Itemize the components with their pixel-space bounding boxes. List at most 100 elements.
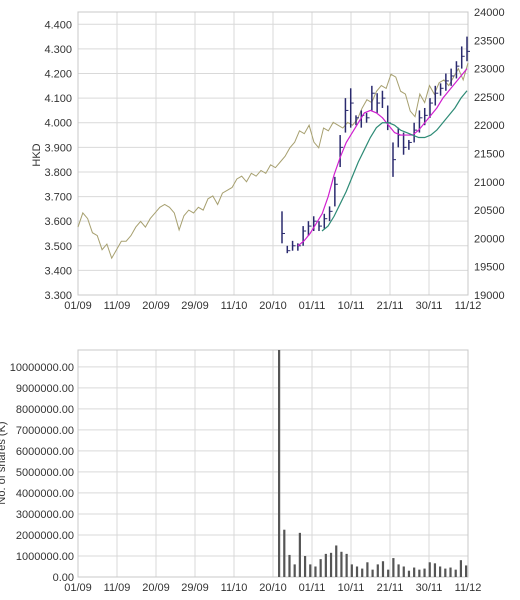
volume-bar — [439, 566, 442, 577]
price-plot-frame — [77, 11, 469, 296]
price-right-tick-label: 20000 — [474, 233, 505, 245]
price-right-tick-label: 22500 — [474, 92, 505, 104]
price-panel: 3.300 3.400 3.500 3.600 3.700 3.800 3.900 4.000… — [31, 7, 505, 312]
volume-x-tick-label: 20/10 — [259, 582, 287, 594]
price-x-axis: 01/09 11/09 20/09 29/09 11/10 20/10 01/11 10/11… — [64, 300, 481, 312]
volume-panel: 0.00 1000000.00 2000000.00 3000000.00 400000… — [0, 349, 481, 594]
volume-y-tick-label: 2000000.00 — [16, 530, 74, 542]
volume-plot-frame — [77, 349, 469, 578]
volume-bar — [345, 553, 348, 577]
price-left-tick-label: 3.400 — [44, 265, 72, 277]
price-right-tick-label: 21500 — [474, 149, 505, 161]
volume-bar — [449, 567, 452, 577]
volume-y-tick-label: 0.00 — [53, 572, 74, 584]
volume-x-tick-label: 10/11 — [338, 582, 365, 594]
price-left-tick-label: 3.600 — [44, 216, 72, 228]
price-series — [77, 36, 470, 260]
volume-bar — [355, 566, 359, 577]
volume-y-tick-label: 3000000.00 — [16, 509, 74, 521]
volume-bars — [278, 350, 468, 577]
volume-y-axis-label: No. of shares (K) — [0, 421, 8, 504]
volume-y-tick-label: 6000000.00 — [16, 446, 74, 458]
volume-x-tick-label: 29/09 — [181, 582, 209, 594]
volume-bar — [444, 568, 447, 577]
volume-bar — [314, 566, 317, 577]
volume-bar — [340, 551, 343, 577]
volume-y-tick-label: 5000000.00 — [16, 467, 74, 479]
volume-x-tick-label: 11/12 — [455, 582, 482, 594]
volume-bar — [423, 568, 426, 577]
price-left-tick-label: 3.900 — [44, 142, 72, 154]
price-right-tick-label: 22000 — [474, 120, 505, 132]
volume-bar — [278, 350, 281, 577]
price-left-tick-label: 4.100 — [44, 93, 72, 105]
price-right-axis: 19000 19500 20000 20500 21000 21500 22000 22500… — [474, 7, 505, 302]
volume-x-tick-label: 21/11 — [377, 582, 404, 594]
price-y-axis-label: HKD — [31, 143, 43, 166]
volume-y-tick-label: 9000000.00 — [16, 383, 74, 395]
price-x-tick-label: 01/11 — [299, 300, 326, 312]
volume-y-axis: 0.00 1000000.00 2000000.00 3000000.00 400000… — [10, 362, 74, 584]
volume-bar — [293, 564, 296, 577]
volume-bar — [454, 569, 457, 577]
volume-bar — [283, 529, 286, 577]
volume-bar — [350, 564, 353, 577]
volume-bar — [402, 566, 405, 577]
price-right-tick-label: 21000 — [474, 177, 505, 189]
volume-x-tick-label: 01/11 — [299, 582, 326, 594]
price-gridlines — [77, 12, 469, 296]
volume-y-tick-label: 4000000.00 — [16, 488, 74, 500]
index-series-line — [77, 62, 469, 260]
price-x-tick-label: 10/11 — [338, 300, 365, 312]
moving-average-long-line — [321, 90, 468, 232]
price-x-tick-label: 30/11 — [416, 300, 443, 312]
volume-bar — [324, 553, 327, 577]
volume-bar — [288, 554, 291, 577]
price-right-tick-label: 24000 — [474, 7, 505, 19]
price-right-tick-label: 23500 — [474, 35, 505, 47]
volume-bar — [418, 569, 421, 577]
volume-bar — [319, 559, 322, 577]
volume-bar — [335, 545, 338, 577]
volume-bar — [376, 564, 379, 577]
volume-x-tick-label: 20/09 — [142, 582, 170, 594]
price-left-axis: 3.300 3.400 3.500 3.600 3.700 3.800 3.900 4.000… — [44, 19, 72, 302]
price-x-tick-label: 11/09 — [104, 300, 131, 312]
volume-bar — [361, 568, 364, 577]
price-x-tick-label: 20/09 — [142, 300, 170, 312]
price-x-tick-label: 11/12 — [455, 300, 482, 312]
moving-average-short-line — [297, 68, 468, 247]
volume-y-tick-label: 7000000.00 — [16, 425, 74, 437]
price-left-tick-label: 3.300 — [44, 290, 72, 302]
volume-bar — [407, 570, 411, 577]
volume-bar — [413, 567, 416, 577]
volume-x-tick-label: 11/10 — [221, 582, 248, 594]
price-right-tick-label: 19500 — [474, 262, 505, 274]
volume-y-tick-label: 8000000.00 — [16, 404, 74, 416]
volume-y-tick-label: 1000000.00 — [16, 551, 74, 563]
volume-bar — [428, 562, 431, 577]
price-left-tick-label: 4.000 — [44, 118, 72, 130]
price-right-tick-label: 19000 — [474, 290, 505, 302]
volume-bar — [392, 558, 395, 577]
volume-x-tick-label: 30/11 — [416, 582, 443, 594]
volume-bar — [381, 561, 385, 577]
price-x-tick-label: 11/10 — [221, 300, 248, 312]
price-right-tick-label: 23000 — [474, 64, 505, 76]
price-x-tick-label: 20/10 — [259, 300, 287, 312]
price-left-tick-label: 4.400 — [44, 19, 72, 31]
volume-bar — [397, 564, 400, 577]
price-x-tick-label: 21/11 — [377, 300, 404, 312]
price-left-tick-label: 3.800 — [44, 167, 72, 179]
volume-x-axis: 01/09 11/09 20/09 29/09 11/10 20/10 01/11 10/11… — [64, 582, 481, 594]
volume-bar — [366, 562, 369, 577]
price-x-tick-label: 29/09 — [181, 300, 209, 312]
volume-bar — [309, 564, 312, 577]
volume-x-tick-label: 11/09 — [104, 582, 131, 594]
volume-gridlines — [77, 350, 469, 578]
price-left-tick-label: 3.500 — [44, 241, 72, 253]
price-left-tick-label: 4.300 — [44, 44, 72, 56]
volume-bar — [387, 569, 390, 577]
price-left-tick-label: 3.700 — [44, 192, 72, 204]
